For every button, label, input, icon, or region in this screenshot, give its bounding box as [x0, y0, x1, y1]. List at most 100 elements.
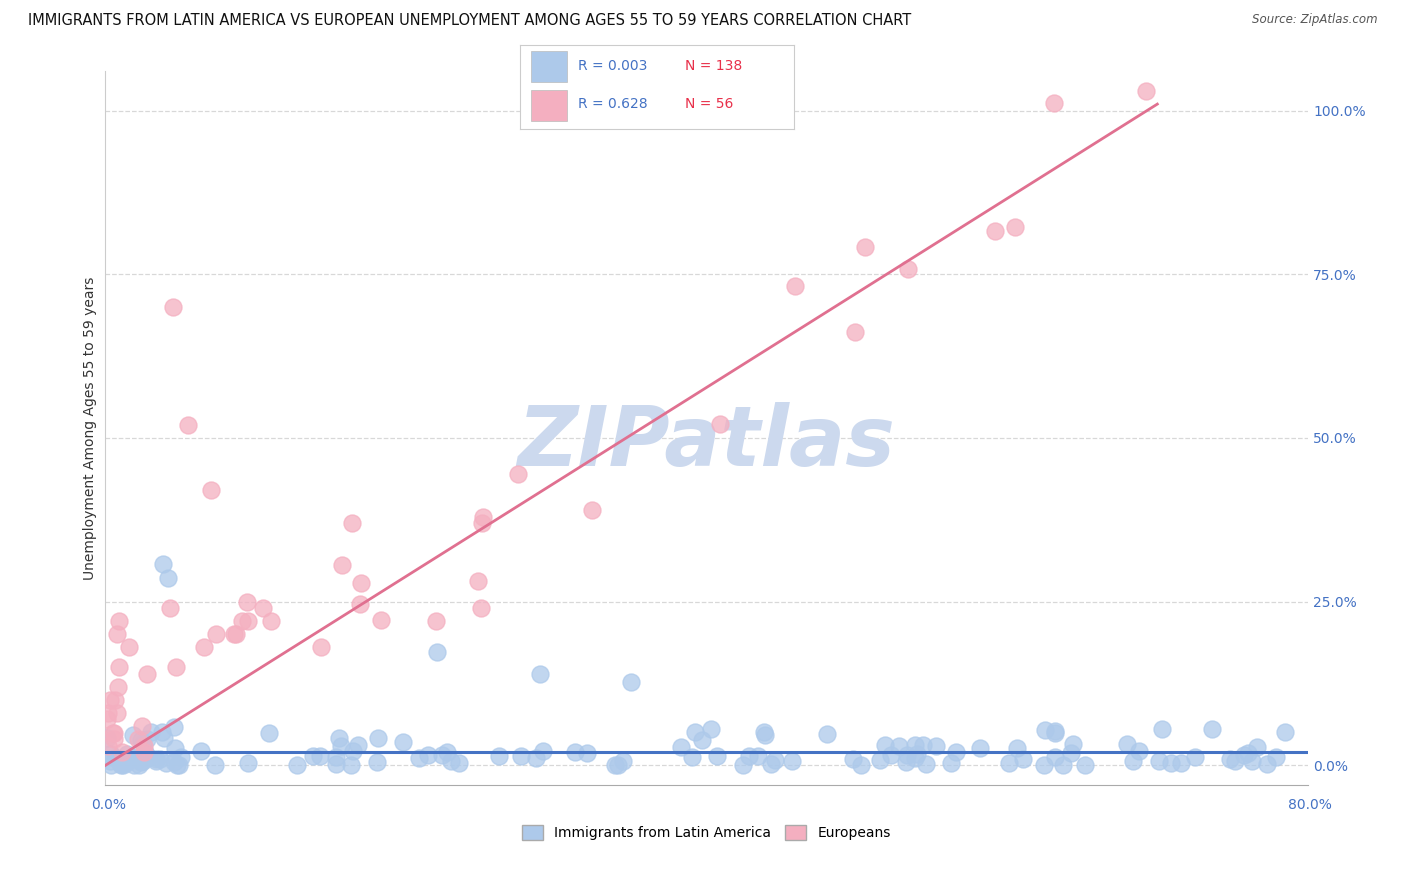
- Point: [104, 693, 127, 707]
- Point: [576, 746, 599, 760]
- Text: ZIPatlas: ZIPatlas: [517, 402, 896, 483]
- Point: [510, 749, 533, 764]
- Point: [159, 601, 181, 615]
- Point: [1122, 754, 1144, 768]
- Point: [138, 749, 160, 764]
- Point: [905, 747, 928, 761]
- Point: [1116, 737, 1139, 751]
- Point: [1237, 746, 1260, 760]
- Point: [114, 753, 136, 767]
- Point: [135, 747, 157, 762]
- Point: [329, 739, 352, 753]
- Point: [969, 740, 991, 755]
- Point: [100, 693, 122, 707]
- Point: [733, 758, 755, 772]
- Point: [152, 557, 174, 571]
- Point: [108, 615, 131, 629]
- Point: [879, 747, 901, 762]
- Point: [873, 738, 896, 752]
- Point: [134, 746, 156, 760]
- Point: [252, 601, 274, 615]
- Point: [100, 747, 122, 761]
- Point: [1147, 754, 1170, 768]
- Point: [754, 728, 776, 742]
- Point: [1256, 756, 1278, 771]
- Point: [131, 755, 153, 769]
- Point: [1150, 723, 1173, 737]
- Point: [436, 745, 458, 759]
- Point: [681, 750, 703, 764]
- FancyBboxPatch shape: [531, 90, 567, 120]
- Point: [330, 558, 353, 572]
- Point: [849, 758, 872, 772]
- Point: [200, 483, 222, 498]
- Point: [132, 736, 155, 750]
- Point: [471, 516, 494, 530]
- Point: [193, 640, 215, 655]
- Point: [904, 739, 927, 753]
- Point: [96, 713, 118, 727]
- Point: [325, 749, 347, 764]
- Point: [1160, 756, 1182, 771]
- Point: [127, 732, 149, 747]
- Point: [129, 732, 152, 747]
- FancyBboxPatch shape: [531, 52, 567, 82]
- Point: [426, 645, 449, 659]
- Point: [939, 756, 962, 770]
- Point: [815, 727, 838, 741]
- Point: [763, 753, 786, 767]
- Point: [170, 750, 193, 764]
- Point: [115, 756, 138, 771]
- Point: [706, 748, 728, 763]
- Point: [470, 601, 492, 615]
- Point: [115, 747, 138, 762]
- Point: [844, 325, 866, 339]
- Point: [259, 615, 281, 629]
- Point: [285, 758, 308, 772]
- Point: [162, 300, 184, 314]
- Point: [605, 758, 627, 772]
- Point: [1074, 758, 1097, 772]
- Point: [1264, 750, 1286, 764]
- Point: [105, 706, 128, 720]
- Text: 0.0%: 0.0%: [91, 798, 125, 813]
- Text: R = 0.003: R = 0.003: [578, 59, 647, 73]
- Y-axis label: Unemployment Among Ages 55 to 59 years: Unemployment Among Ages 55 to 59 years: [83, 277, 97, 580]
- Point: [145, 755, 167, 769]
- Point: [103, 732, 125, 747]
- Point: [524, 750, 547, 764]
- Point: [342, 744, 364, 758]
- Point: [167, 758, 190, 772]
- Point: [869, 753, 891, 767]
- Point: [887, 739, 910, 753]
- Point: [998, 756, 1021, 770]
- Point: [529, 666, 551, 681]
- Point: [1184, 750, 1206, 764]
- Point: [425, 615, 447, 629]
- Point: [853, 240, 876, 254]
- Point: [128, 758, 150, 772]
- Point: [225, 627, 247, 641]
- Point: [472, 509, 495, 524]
- Point: [904, 751, 927, 765]
- Point: [1223, 754, 1246, 768]
- Point: [157, 571, 180, 585]
- Point: [1219, 751, 1241, 765]
- Point: [309, 640, 332, 655]
- Point: [325, 757, 347, 772]
- Point: [759, 756, 782, 771]
- Point: [231, 615, 253, 629]
- Point: [131, 749, 153, 764]
- Point: [842, 752, 865, 766]
- Point: [1060, 746, 1083, 760]
- Point: [190, 744, 212, 758]
- Point: [408, 751, 430, 765]
- Point: [752, 724, 775, 739]
- Point: [1043, 96, 1066, 111]
- Point: [1045, 726, 1067, 740]
- Point: [139, 725, 162, 739]
- Point: [122, 749, 145, 764]
- Point: [122, 758, 145, 772]
- Point: [236, 615, 259, 629]
- Point: [163, 756, 186, 770]
